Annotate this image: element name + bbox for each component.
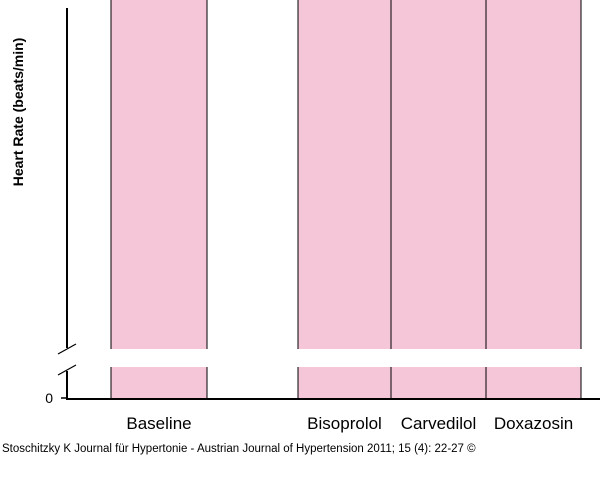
axis-break bbox=[57, 343, 600, 376]
heart-rate-chart: 7060500Heart Rate (beats/min) BaselineBi… bbox=[10, 0, 600, 433]
category-label-doxazosin: Doxazosin bbox=[494, 414, 573, 433]
bar-baseline bbox=[110, 0, 208, 400]
axis-break-mark-lower bbox=[57, 364, 77, 376]
citation-text: Stoschitzky K Journal für Hypertonie - A… bbox=[2, 443, 476, 455]
axis-break-band bbox=[60, 349, 600, 367]
category-label-carvedilol: Carvedilol bbox=[401, 414, 477, 433]
y-axis: 7060500Heart Rate (beats/min) bbox=[10, 8, 600, 406]
labels: BaselineBisoprololCarvedilolDoxazosin–12… bbox=[126, 414, 573, 433]
y-tick-label-0: 0 bbox=[45, 390, 53, 406]
axis-break-mark-upper bbox=[57, 343, 77, 355]
category-label-bisoprolol: Bisoprolol bbox=[307, 414, 382, 433]
bars bbox=[110, 0, 582, 400]
y-axis-title: Heart Rate (beats/min) bbox=[10, 38, 26, 187]
bar-bisoprolol bbox=[297, 0, 392, 400]
bar-doxazosin bbox=[485, 0, 582, 400]
bar-carvedilol bbox=[390, 0, 487, 400]
category-label-baseline: Baseline bbox=[126, 414, 191, 433]
